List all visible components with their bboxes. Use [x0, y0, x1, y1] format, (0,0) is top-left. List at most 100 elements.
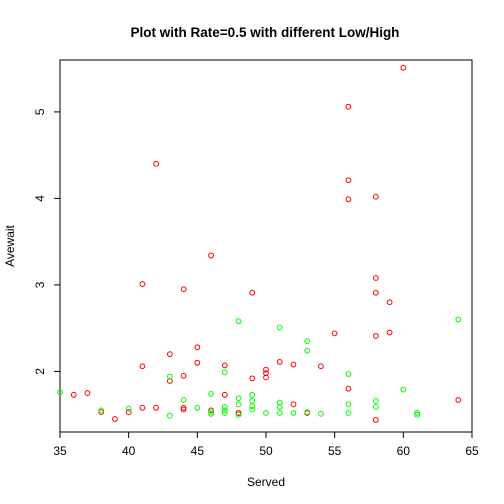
data-point: [455, 397, 462, 403]
chart-title: Plot with Rate=0.5 with different Low/Hi…: [131, 25, 400, 40]
data-point: [221, 391, 228, 398]
data-point: [318, 363, 324, 370]
data-point: [290, 361, 297, 368]
x-tick-label: 35: [53, 444, 67, 458]
data-point: [345, 385, 352, 392]
data-point: [235, 410, 242, 416]
data-point: [180, 406, 187, 413]
y-axis: 2 3 4 5: [33, 108, 60, 375]
data-point: [125, 409, 132, 416]
data-point: [221, 369, 228, 376]
data-point: [208, 252, 214, 259]
data-points: [57, 64, 462, 423]
plot-box: [59, 59, 473, 433]
data-point: [345, 410, 352, 416]
data-point: [249, 403, 256, 409]
data-point: [98, 407, 105, 414]
data-point: [221, 404, 228, 410]
data-point: [345, 177, 352, 184]
data-point: [372, 416, 379, 423]
data-point: [221, 362, 228, 369]
data-point: [194, 344, 201, 351]
data-point: [290, 410, 297, 416]
data-point: [180, 404, 187, 411]
data-point: [166, 412, 173, 419]
data-point: [194, 359, 201, 366]
data-point: [112, 416, 118, 422]
data-point: [249, 406, 256, 413]
data-point: [208, 410, 214, 417]
x-tick-label: 45: [191, 444, 205, 458]
data-point: [345, 103, 352, 110]
y-axis-label: Avewait: [3, 224, 17, 266]
data-point: [221, 410, 228, 416]
data-point: [331, 330, 338, 337]
x-tick-label: 40: [122, 444, 136, 458]
data-point: [290, 401, 297, 408]
data-point: [304, 409, 311, 416]
data-point: [304, 338, 311, 345]
data-point: [372, 193, 379, 200]
data-point: [125, 405, 132, 412]
y-tick-label: 4: [33, 195, 47, 202]
data-point: [372, 275, 379, 281]
data-point: [180, 286, 187, 293]
data-point: [414, 411, 420, 418]
data-point: [263, 410, 269, 416]
data-point: [276, 410, 283, 416]
x-tick-label: 60: [397, 444, 411, 458]
data-point: [98, 409, 105, 416]
data-point: [180, 372, 187, 379]
data-point: [304, 347, 311, 354]
data-point: [166, 351, 173, 358]
data-point: [249, 397, 256, 404]
data-point: [208, 391, 214, 397]
data-point: [208, 407, 214, 414]
x-tick-label: 55: [328, 444, 342, 458]
data-point: [235, 401, 242, 408]
data-point: [249, 375, 256, 382]
data-point: [235, 395, 242, 402]
data-point: [235, 411, 242, 418]
data-point: [386, 299, 393, 306]
y-tick-label: 3: [33, 281, 47, 288]
data-point: [345, 196, 352, 203]
data-point: [153, 404, 160, 411]
data-point: [208, 409, 214, 416]
data-point: [414, 410, 420, 416]
data-point: [372, 404, 379, 410]
data-point: [400, 64, 407, 71]
x-axis: 35 40 45 50 55 60 65: [53, 432, 479, 458]
data-point: [139, 404, 146, 411]
data-point: [318, 410, 324, 417]
y-tick-label: 5: [33, 108, 47, 115]
x-tick-label: 50: [259, 444, 273, 458]
data-point: [235, 318, 242, 325]
data-point: [372, 333, 379, 339]
data-point: [180, 397, 187, 403]
data-point: [276, 404, 283, 410]
data-point: [57, 389, 63, 396]
data-point: [263, 366, 269, 373]
data-point: [263, 374, 269, 381]
data-point: [249, 289, 256, 296]
data-point: [70, 391, 77, 398]
data-point: [153, 160, 160, 167]
data-point: [139, 281, 146, 287]
data-point: [386, 329, 393, 336]
data-point: [276, 324, 283, 331]
x-axis-label: Served: [247, 475, 285, 489]
data-point: [166, 373, 173, 380]
data-point: [400, 386, 407, 393]
data-point: [84, 390, 91, 396]
data-point: [345, 401, 352, 408]
data-point: [194, 404, 201, 411]
data-point: [249, 391, 256, 398]
data-point: [221, 407, 228, 414]
data-point: [372, 289, 379, 296]
data-point: [139, 363, 146, 370]
y-tick-label: 2: [33, 368, 47, 375]
data-point: [345, 371, 352, 377]
data-point: [276, 359, 283, 365]
